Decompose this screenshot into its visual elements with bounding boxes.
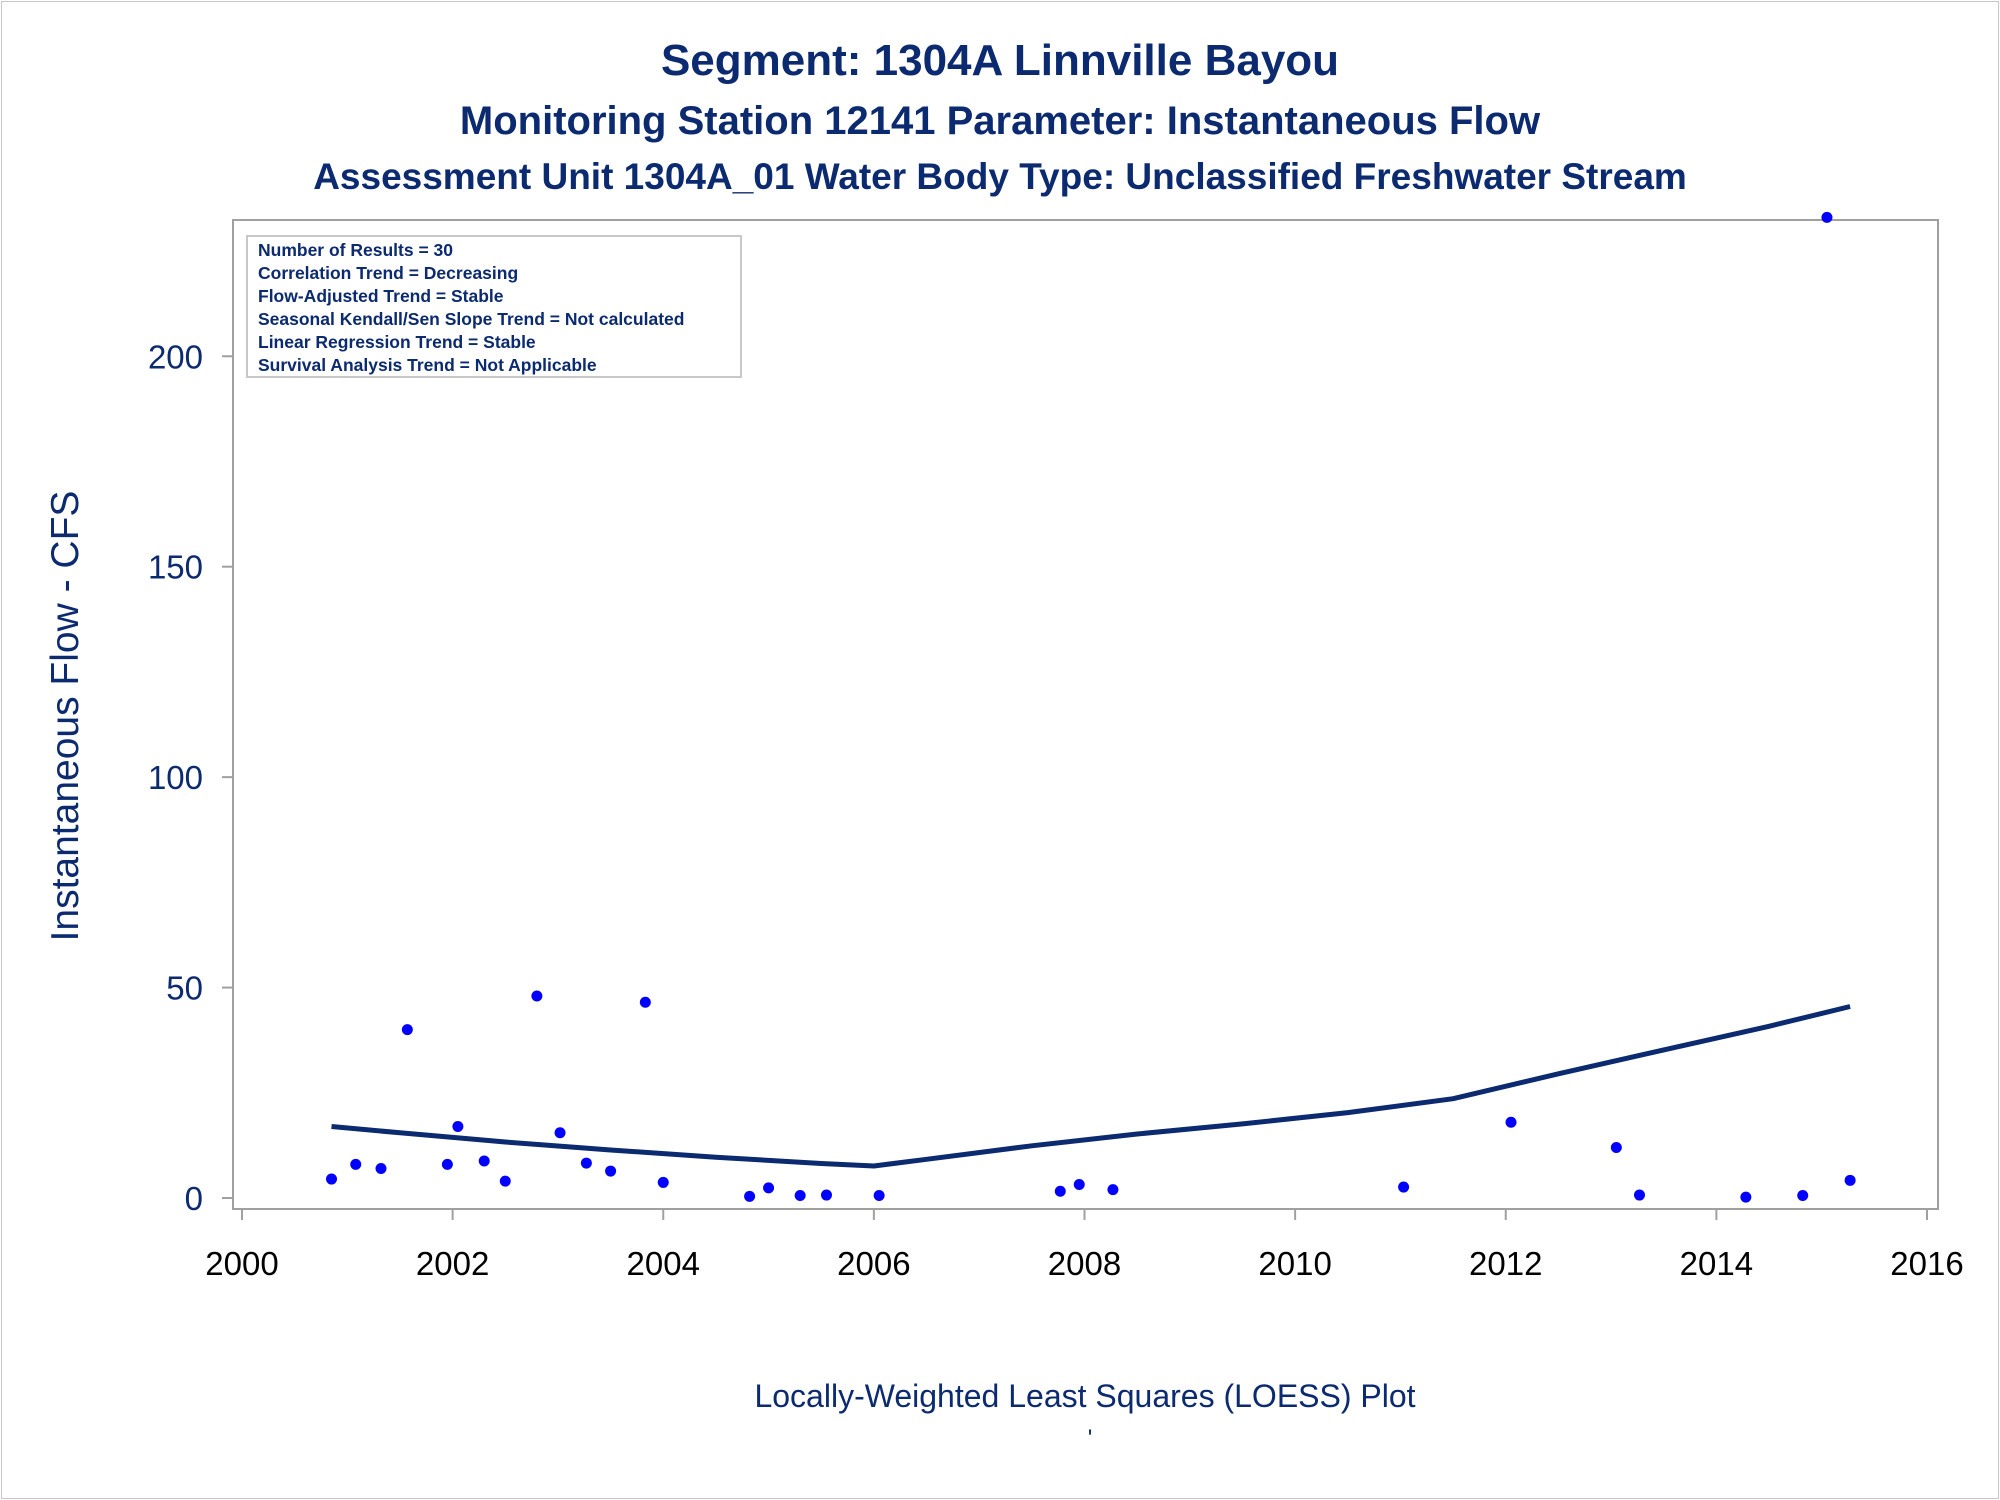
chart-subtitle-assessment: Assessment Unit 1304A_01 Water Body Type… <box>313 156 1687 197</box>
x-tick-label: 2012 <box>1469 1245 1542 1282</box>
data-point <box>763 1182 775 1194</box>
data-point <box>375 1163 387 1175</box>
data-point <box>478 1155 490 1167</box>
data-point <box>401 1024 413 1036</box>
y-axis: 0 50 100 150 200 <box>148 338 233 1217</box>
data-point <box>580 1157 592 1169</box>
x-tick-label: 2014 <box>1680 1245 1753 1282</box>
data-point <box>1844 1174 1856 1186</box>
data-point <box>1505 1116 1517 1128</box>
x-tick-label: 2004 <box>627 1245 700 1282</box>
y-tick-label: 200 <box>148 338 203 375</box>
stats-box-frame <box>246 235 742 378</box>
data-point <box>873 1189 885 1201</box>
plot-series <box>326 211 1856 1203</box>
data-point <box>657 1176 669 1188</box>
data-point <box>820 1189 832 1201</box>
data-point <box>1740 1191 1752 1203</box>
x-tick-label: 2006 <box>837 1245 910 1282</box>
stats-line: Correlation Trend = Decreasing <box>258 263 518 283</box>
data-point <box>744 1190 756 1202</box>
trend-stats-box: Number of Results = 30 Correlation Trend … <box>246 235 742 378</box>
y-tick-label: 100 <box>148 759 203 796</box>
chart-title: Segment: 1304A Linnville Bayou <box>660 36 1340 85</box>
loess-line <box>331 1004 1851 1169</box>
x-tick-label: 2016 <box>1890 1245 1963 1282</box>
y-tick-label: 0 <box>185 1180 203 1217</box>
data-point <box>1054 1185 1066 1197</box>
data-point <box>1633 1189 1645 1201</box>
chart-subtitle-station: Monitoring Station 12141 Parameter: Inst… <box>459 99 1541 143</box>
x-tick-label: 2010 <box>1258 1245 1331 1282</box>
stats-line: Survival Analysis Trend = Not Applicable <box>258 355 597 375</box>
stats-line: Number of Results = 30 <box>258 240 453 260</box>
data-point <box>605 1165 617 1177</box>
footnote: Locally-Weighted Least Squares (LOESS) P… <box>754 1378 1416 1414</box>
data-point <box>1610 1141 1622 1153</box>
x-tick-label: 2002 <box>416 1245 489 1282</box>
stats-line: Flow-Adjusted Trend = Stable <box>258 286 504 306</box>
data-point <box>531 990 543 1002</box>
data-point <box>350 1158 362 1170</box>
footnote-mark: ' <box>1087 1425 1093 1452</box>
y-tick-label: 50 <box>166 970 203 1007</box>
data-point <box>1797 1189 1809 1201</box>
stats-line: Seasonal Kendall/Sen Slope Trend = Not c… <box>258 309 684 329</box>
y-tick-label: 150 <box>148 549 203 586</box>
data-point <box>326 1173 338 1185</box>
data-point <box>1821 211 1833 223</box>
data-point <box>639 996 651 1008</box>
x-tick-label: 2000 <box>205 1245 278 1282</box>
x-axis: 2000 2002 2004 2006 2008 2010 2012 2014 2016 <box>205 1209 1964 1282</box>
y-axis-label: Instantaneous Flow - CFS <box>44 491 87 942</box>
data-point <box>554 1127 566 1139</box>
data-point <box>1073 1179 1085 1191</box>
data-point <box>1107 1184 1119 1196</box>
data-point <box>794 1189 806 1201</box>
data-point <box>452 1120 464 1132</box>
data-point <box>441 1158 453 1170</box>
stats-line: Linear Regression Trend = Stable <box>258 332 536 352</box>
data-point <box>499 1175 511 1187</box>
data-point <box>1398 1181 1410 1193</box>
x-tick-label: 2008 <box>1048 1245 1121 1282</box>
